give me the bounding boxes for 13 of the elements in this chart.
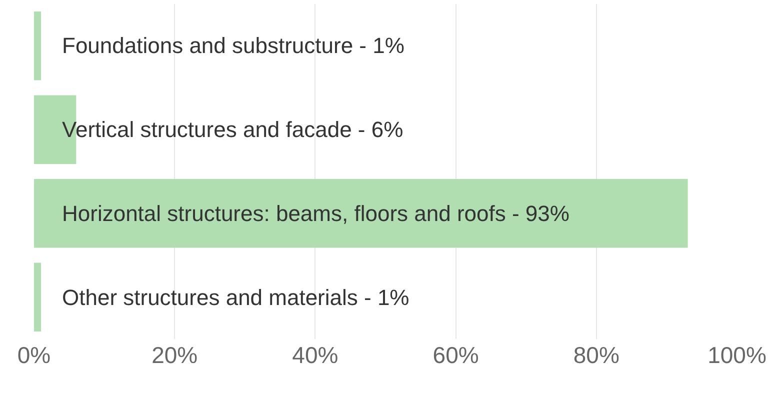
bar: [34, 12, 42, 80]
x-tick-label: 80%: [573, 342, 620, 368]
y-tick-label: Horizontal structures: beams, floors and roofs - 93%: [62, 201, 570, 226]
x-tick-label: 20%: [152, 342, 198, 368]
y-tick-label: Vertical structures and facade - 6%: [62, 117, 404, 142]
x-tick-label: 40%: [292, 342, 338, 368]
x-tick-label: 0%: [17, 342, 51, 368]
x-tick-label: 60%: [432, 342, 479, 368]
bar: [34, 179, 688, 248]
y-tick-label: Foundations and substructure - 1%: [62, 33, 404, 58]
bar: [34, 262, 42, 332]
y-tick-label: Other structures and materials - 1%: [62, 285, 410, 310]
x-tick-label: 100%: [708, 342, 766, 368]
